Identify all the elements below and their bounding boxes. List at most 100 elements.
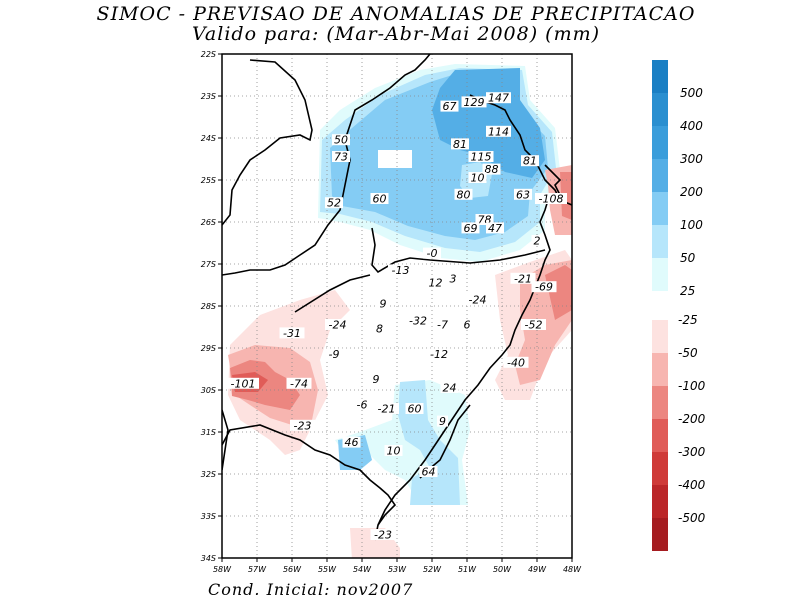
lon-label: 52W [423, 565, 442, 574]
border-paraguay [344, 54, 431, 141]
state-border-north [469, 94, 572, 206]
lat-label: 28S [201, 302, 216, 311]
value-label-bg [286, 377, 312, 389]
value-label: 46 [345, 436, 359, 449]
value-label: 64 [422, 466, 436, 479]
lat-label: 26S [201, 218, 216, 227]
value-label-bg [465, 293, 490, 305]
colorbar-swatch-negative [652, 419, 668, 452]
value-label-bg [370, 529, 396, 540]
value-label: -21 [378, 403, 396, 416]
lat-lon-grid [222, 54, 572, 558]
anomaly-positive-hole-1 [378, 150, 412, 168]
colorbar-label-negative: -25 [678, 313, 698, 327]
colorbar-swatch-negative [652, 485, 668, 518]
colorbar-swatch-positive [652, 126, 668, 159]
value-label: -52 [525, 319, 543, 332]
border-argentina [222, 409, 229, 471]
border-sc-rs [294, 274, 371, 313]
value-label-bg [440, 100, 459, 112]
value-label: -21 [514, 272, 532, 285]
value-label-bg [374, 323, 385, 335]
value-label: 147 [488, 92, 509, 105]
value-label-bg [353, 398, 371, 410]
value-label-bg [384, 445, 403, 456]
value-label: -40 [507, 356, 525, 369]
value-label: -24 [469, 293, 487, 306]
value-label-bg [419, 466, 438, 477]
value-label: 3 [450, 272, 457, 285]
value-label-bg [531, 235, 543, 246]
value-label-bg [486, 222, 504, 234]
map-boundaries [222, 54, 572, 541]
value-label-bg [426, 277, 445, 288]
value-label-bg [482, 163, 501, 175]
lat-label: 31S [201, 428, 216, 437]
value-label-bg [521, 155, 539, 167]
value-label-bg [461, 96, 487, 108]
colorbar-label-negative: -500 [678, 511, 706, 525]
value-label: -0 [427, 247, 438, 260]
colorbar-label-positive: 200 [680, 185, 703, 199]
value-label: 9 [439, 415, 446, 428]
colorbar-label-negative: -100 [678, 379, 706, 393]
value-label-bg [377, 298, 389, 309]
lon-label: 57W [248, 565, 267, 574]
lon-label: 53W [388, 565, 407, 574]
value-label: -74 [290, 377, 308, 390]
value-label-bg [279, 327, 305, 339]
value-label: 50 [334, 134, 348, 147]
value-label-bg [388, 264, 413, 276]
value-label: -6 [357, 398, 368, 411]
value-label: -32 [409, 314, 427, 327]
lat-label: 24S [201, 134, 216, 143]
value-label-bg [514, 188, 532, 200]
lat-label: 23S [201, 92, 216, 101]
value-label: 67 [443, 100, 457, 113]
lat-label: 29S [201, 344, 216, 353]
value-label-bg [325, 319, 350, 330]
value-label: 24 [443, 382, 457, 395]
colorbar-swatch-positive [652, 258, 668, 291]
river-border-west [222, 139, 351, 276]
border-uruguay [222, 424, 397, 526]
anomaly-negative-east-3 [545, 265, 572, 320]
value-label-bg [405, 314, 431, 326]
colorbar-label-positive: 25 [680, 284, 695, 298]
colorbar-label-positive: 50 [680, 251, 696, 265]
value-label: 69 [464, 222, 478, 235]
colorbar-label-positive: 400 [680, 119, 703, 133]
colorbar-swatch-negative [652, 320, 668, 353]
value-label: -7 [437, 319, 448, 332]
value-label: 10 [387, 445, 401, 458]
colorbar-swatch-positive [652, 159, 668, 192]
colorbar-swatch-positive [652, 93, 668, 126]
colorbar-label-negative: -50 [678, 346, 698, 360]
value-label-bg [433, 319, 452, 330]
colorbar-swatch-negative [652, 452, 668, 485]
value-label-bg [468, 151, 494, 162]
value-label-bg [370, 373, 382, 385]
lon-label: 49W [528, 565, 547, 574]
value-label: 81 [523, 155, 537, 168]
value-label: 47 [488, 222, 502, 235]
value-label-bg [510, 272, 536, 284]
anomaly-positive-200 [432, 68, 545, 178]
lat-label: 30S [201, 386, 216, 395]
value-label: 129 [464, 96, 485, 109]
value-label: 63 [516, 188, 530, 201]
colorbar: 500 400 300 200 100 50 25 -25 -50 -100 -200 -300 -40… [652, 60, 706, 551]
lon-label: 48W [563, 565, 582, 574]
value-label: -101 [231, 377, 256, 390]
lon-label: 56W [283, 565, 302, 574]
coastline-east [374, 164, 562, 541]
value-label: -23 [374, 529, 392, 542]
state-border-parana [371, 227, 546, 274]
lon-label: 50W [493, 565, 512, 574]
value-label-bg [486, 125, 511, 137]
value-label-bg [535, 193, 567, 204]
lat-label: 32S [201, 470, 216, 479]
value-label-bg [227, 377, 259, 389]
colorbar-swatch-negative [652, 353, 668, 386]
